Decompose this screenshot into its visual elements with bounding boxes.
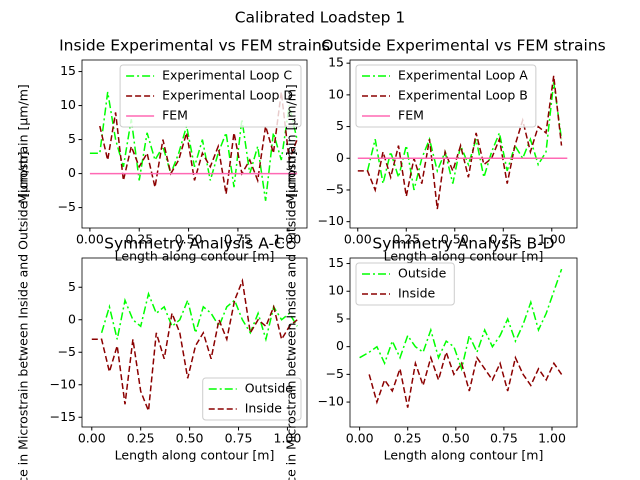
y-tick-label: 5 bbox=[68, 279, 76, 294]
x-tick-label: 1.00 bbox=[273, 232, 301, 247]
y-tick-label: 15 bbox=[60, 63, 76, 78]
y-tick-label: −5 bbox=[326, 366, 344, 381]
x-tick-label: 0.00 bbox=[78, 431, 106, 446]
legend: Experimental Loop C Experimental Loop D FE… bbox=[119, 64, 302, 128]
chart-title: Symmetry Analysis A-C bbox=[104, 235, 285, 253]
legend-label: Experimental Loop C bbox=[162, 68, 292, 83]
x-tick-label: 0.75 bbox=[489, 232, 517, 247]
legend-box bbox=[119, 64, 302, 128]
y-tick-label: 0 bbox=[68, 311, 76, 326]
chart-title: Outside Experimental vs FEM strains bbox=[321, 37, 606, 55]
data-line bbox=[368, 349, 563, 408]
data-line bbox=[100, 291, 298, 343]
legend-label: FEM bbox=[162, 108, 188, 123]
legend-box bbox=[355, 64, 537, 128]
y-tick-label: 0 bbox=[68, 165, 76, 180]
y-tick-label: 10 bbox=[328, 283, 344, 298]
legend-label: Inside bbox=[245, 401, 283, 416]
x-tick-label: 0.75 bbox=[225, 431, 253, 446]
axes-frame bbox=[81, 59, 308, 229]
data-line bbox=[99, 91, 298, 195]
legend-label: Outside bbox=[245, 381, 294, 396]
x-tick-label: 0.00 bbox=[346, 431, 374, 446]
x-tick-label: 0.00 bbox=[344, 232, 372, 247]
y-tick-label: −5 bbox=[58, 344, 76, 359]
data-line bbox=[89, 91, 298, 201]
x-tick-label: 0.50 bbox=[442, 431, 470, 446]
legend-label: Experimental Loop A bbox=[398, 68, 528, 83]
x-tick-label: 0.50 bbox=[176, 431, 204, 446]
legend-label: Experimental Loop D bbox=[162, 88, 293, 103]
legend: Outside Inside bbox=[202, 377, 302, 421]
chart-title: Inside Experimental vs FEM strains bbox=[59, 37, 330, 55]
x-tick-label: 0.00 bbox=[76, 232, 104, 247]
y-tick-label: −10 bbox=[318, 213, 344, 228]
y-tick-label: 15 bbox=[328, 55, 344, 70]
x-tick-label: 1.00 bbox=[274, 431, 302, 446]
x-tick-label: 0.50 bbox=[441, 232, 469, 247]
y-axis-label: Microstrain [μm/m] bbox=[16, 84, 31, 204]
x-axis-label: Length along contour [m] bbox=[115, 448, 275, 463]
data-line bbox=[366, 82, 563, 191]
x-tick-label: 0.25 bbox=[394, 431, 422, 446]
legend-label: Inside bbox=[398, 286, 436, 301]
y-tick-label: 5 bbox=[336, 310, 344, 325]
x-tick-label: 0.75 bbox=[224, 232, 252, 247]
y-tick-label: 0 bbox=[336, 338, 344, 353]
y-axis-label: Difference in Microstrain between Inside… bbox=[284, 151, 299, 480]
y-axis-label: Microstrain [μm/m] bbox=[284, 84, 299, 204]
y-tick-label: 5 bbox=[68, 131, 76, 146]
y-tick-label: −15 bbox=[50, 409, 76, 424]
data-line bbox=[357, 75, 563, 210]
x-tick-label: 0.75 bbox=[490, 431, 518, 446]
y-tick-label: 5 bbox=[336, 118, 344, 133]
y-tick-label: 10 bbox=[328, 86, 344, 101]
legend-label: Experimental Loop B bbox=[398, 88, 528, 103]
x-axis-label: Length along contour [m] bbox=[384, 249, 544, 264]
legend-label: Outside bbox=[398, 266, 447, 281]
x-tick-label: 0.25 bbox=[125, 232, 153, 247]
x-tick-label: 0.25 bbox=[127, 431, 155, 446]
axes-frame bbox=[349, 59, 578, 229]
data-line bbox=[91, 277, 298, 412]
y-tick-label: −10 bbox=[50, 376, 76, 391]
y-tick-label: 10 bbox=[60, 97, 76, 112]
legend-label: FEM bbox=[398, 108, 424, 123]
x-tick-label: 1.00 bbox=[538, 232, 566, 247]
axes-frame bbox=[349, 257, 578, 428]
y-axis-label: Difference in Microstrain between Inside… bbox=[16, 151, 31, 480]
y-tick-label: −5 bbox=[326, 181, 344, 196]
x-tick-label: 0.50 bbox=[175, 232, 203, 247]
y-tick-label: 0 bbox=[336, 150, 344, 165]
y-tick-label: 15 bbox=[328, 255, 344, 270]
x-tick-label: 1.00 bbox=[538, 431, 566, 446]
legend: Experimental Loop A Experimental Loop B FE… bbox=[355, 64, 537, 128]
axes-frame bbox=[81, 257, 308, 428]
x-axis-label: Length along contour [m] bbox=[384, 448, 544, 463]
legend: Outside Inside bbox=[355, 262, 455, 306]
figure-title: Calibrated Loadstep 1 bbox=[235, 9, 406, 27]
x-tick-label: 0.25 bbox=[392, 232, 420, 247]
y-tick-label: −5 bbox=[58, 199, 76, 214]
data-line bbox=[359, 268, 563, 372]
x-axis-label: Length along contour [m] bbox=[115, 249, 275, 264]
chart-title: Symmetry Analysis B-D bbox=[372, 235, 554, 253]
y-tick-label: −10 bbox=[318, 394, 344, 409]
